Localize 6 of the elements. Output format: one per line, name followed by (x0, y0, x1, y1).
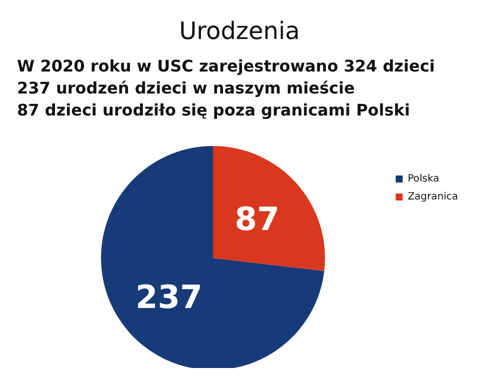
data-label: 237 (136, 278, 202, 316)
data-label: 87 (234, 200, 280, 238)
chart-subtitle: W 2020 roku w USC zarejestrowano 324 dzieci 237 urodzeń dzieci w naszym mieście 87 dzieci urodziło się poza granicami Polski (17, 56, 435, 120)
legend-label: Zagranica (408, 192, 458, 202)
chart-title: Urodzenia (179, 17, 300, 45)
legend-label: Polska (408, 174, 440, 184)
